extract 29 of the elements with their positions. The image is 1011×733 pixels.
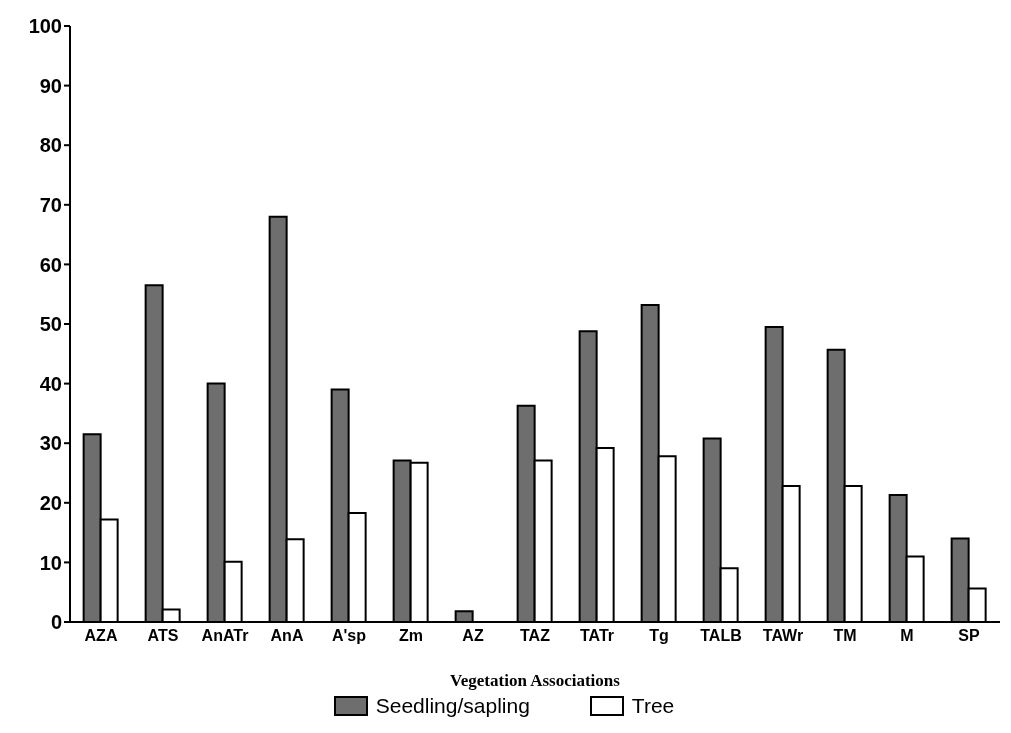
- y-tick-label: 100: [28, 15, 62, 38]
- y-tick-label: 20: [39, 491, 62, 514]
- x-tick-label: TAZ: [520, 627, 551, 645]
- x-tick-label: AnA: [270, 627, 304, 645]
- x-axis-title: Vegetation Associations: [450, 671, 621, 690]
- y-tick-label: 80: [39, 134, 62, 157]
- x-tick-label: TM: [833, 627, 857, 645]
- x-tick-label: AnATr: [201, 627, 249, 645]
- y-tick-label: 30: [39, 432, 62, 455]
- y-tick-label: 70: [39, 193, 62, 216]
- x-tick-label: M: [900, 627, 914, 645]
- x-tick-label: ATS: [147, 627, 179, 645]
- y-tick-label: 40: [39, 372, 62, 395]
- y-tick-label: 10: [39, 551, 62, 574]
- x-tick-label: SP: [958, 627, 980, 645]
- x-tick-label: Zm: [399, 627, 423, 645]
- legend-label: Tree: [631, 694, 675, 718]
- y-tick-label: 50: [39, 313, 62, 336]
- x-tick-label: TATr: [579, 627, 615, 645]
- y-tick-label: 90: [39, 74, 62, 97]
- x-tick-label: AZA: [84, 627, 118, 645]
- y-tick-label: 60: [39, 253, 62, 276]
- x-tick-label: A'sp: [331, 627, 367, 645]
- x-tick-label: Tg: [649, 627, 669, 645]
- legend-label: Seedling/sapling: [375, 694, 530, 718]
- x-tick-label: AZ: [462, 627, 484, 645]
- y-tick-label: 0: [50, 611, 62, 634]
- x-tick-label: TAWr: [762, 627, 804, 645]
- x-tick-label: TALB: [700, 627, 742, 645]
